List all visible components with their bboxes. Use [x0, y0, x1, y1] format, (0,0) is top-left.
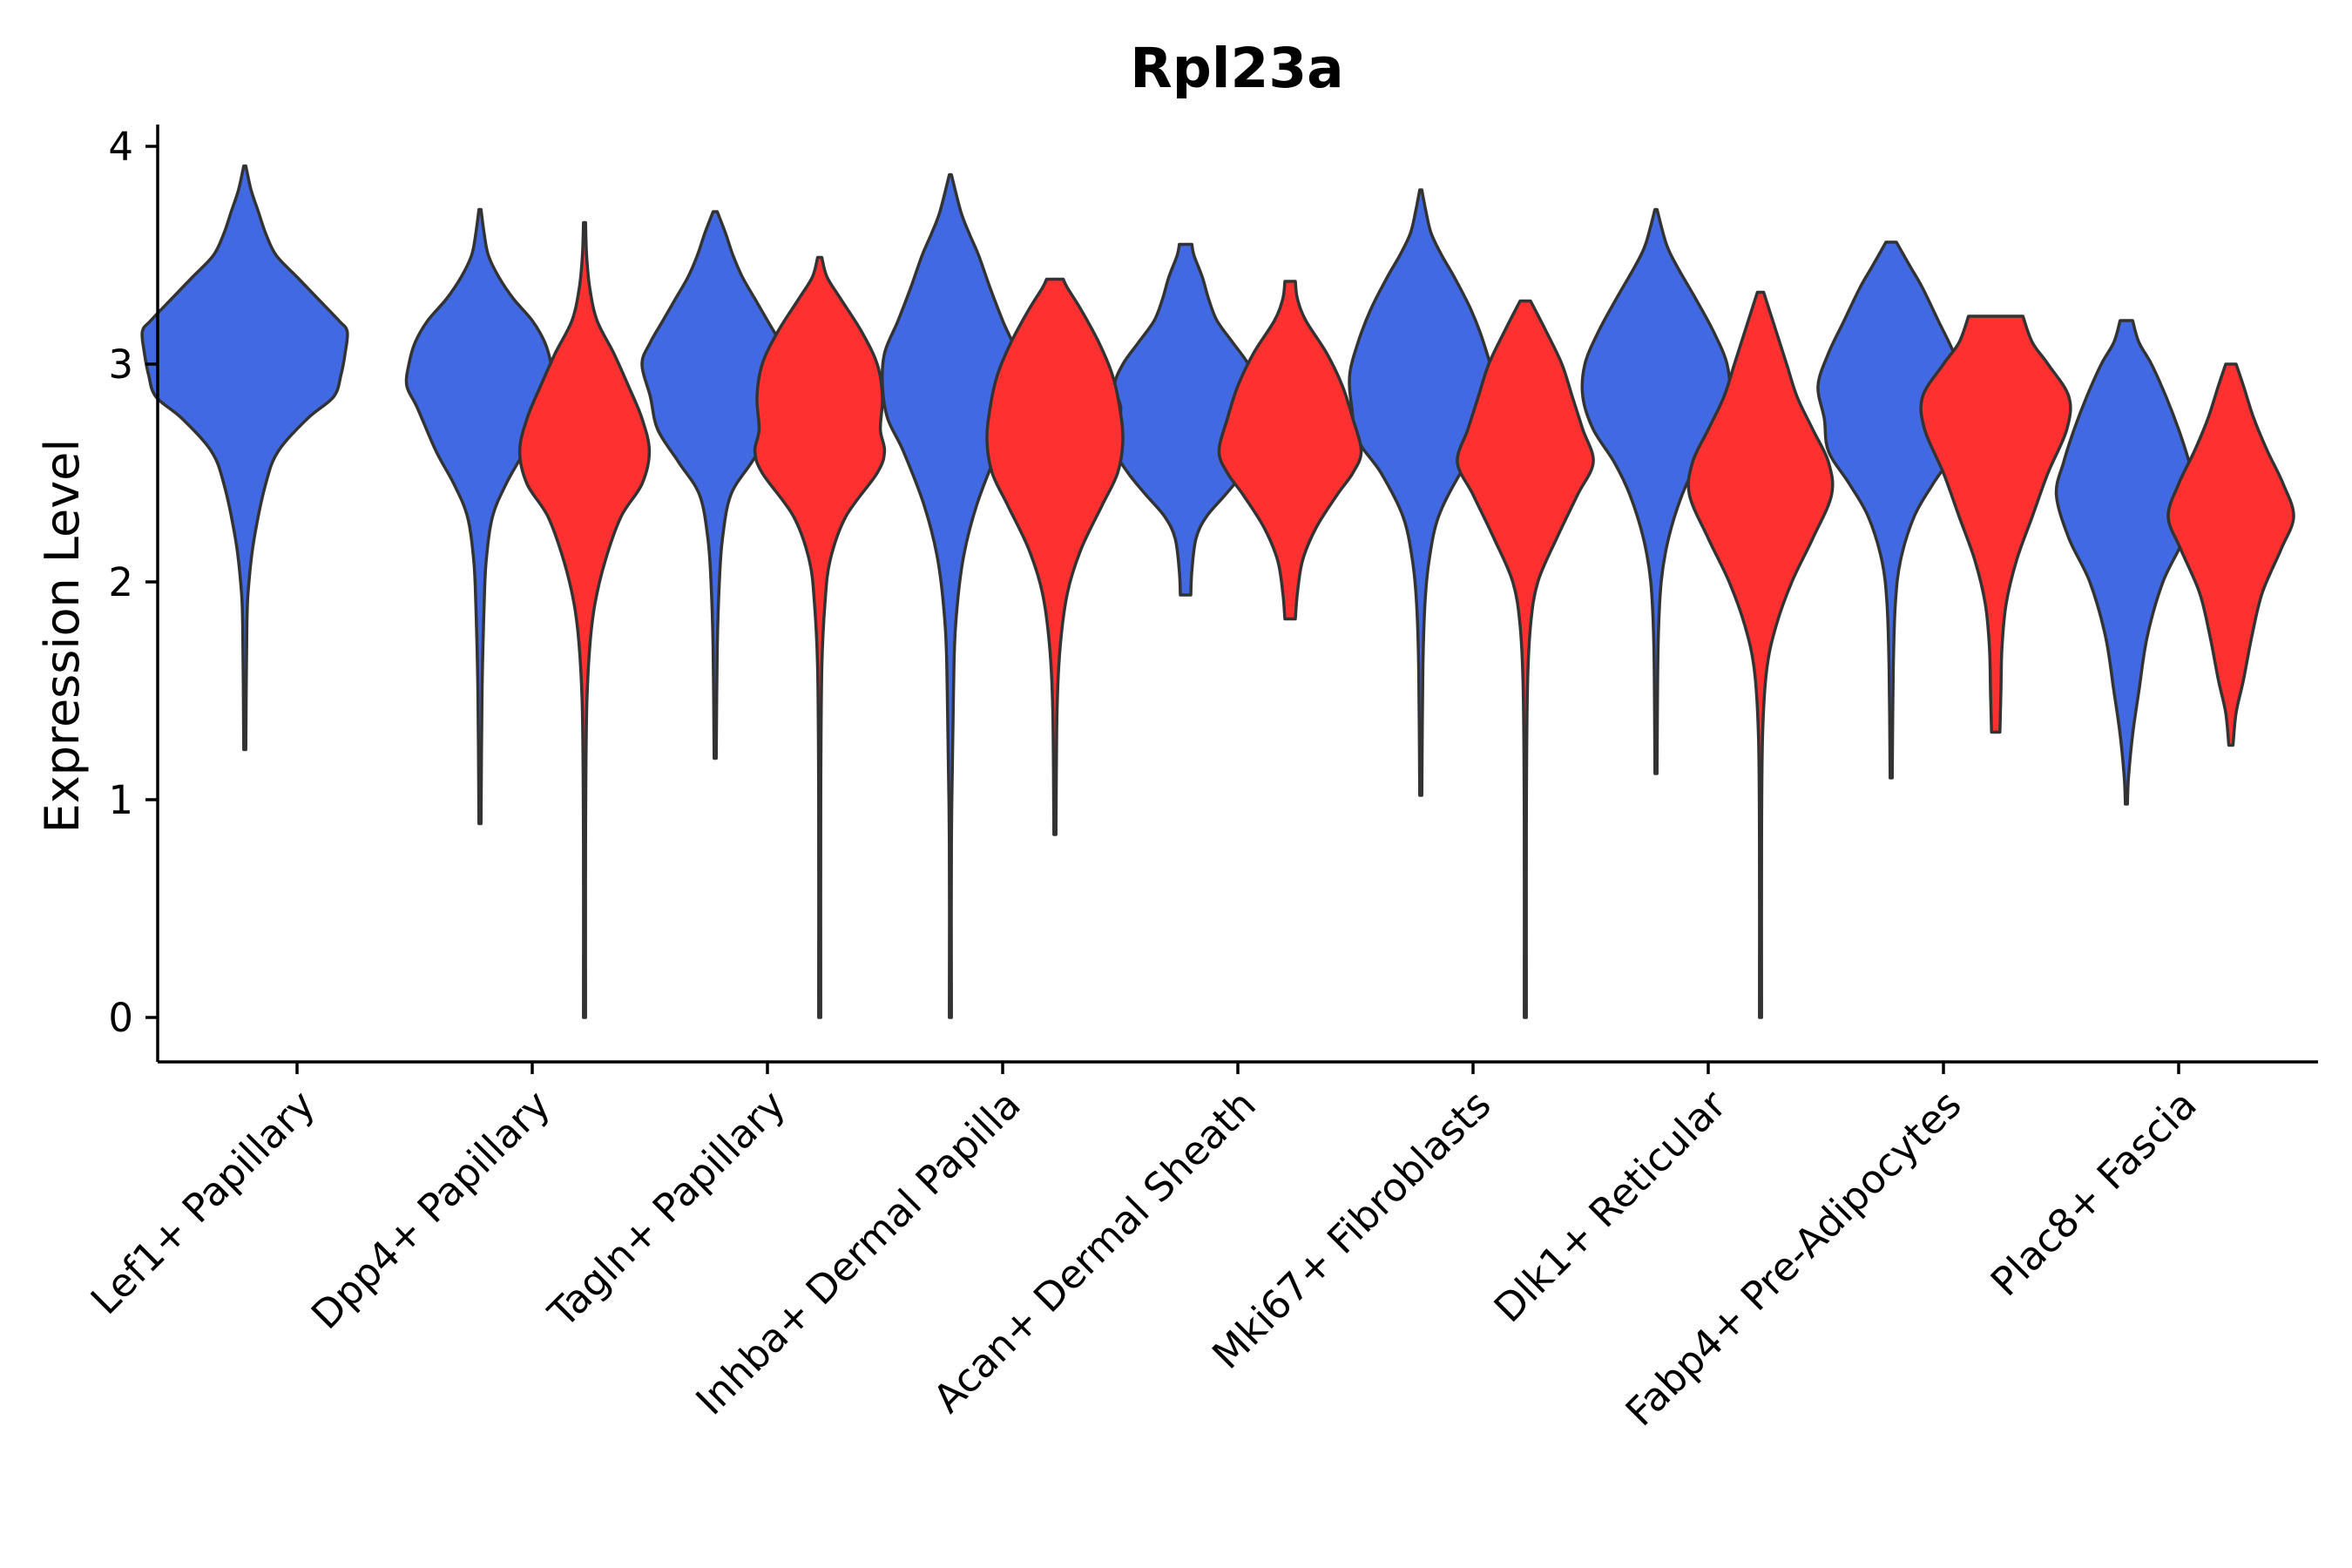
y-tick-label: 3: [108, 341, 133, 388]
violin-red-dpp4-papillary: [517, 220, 652, 1019]
chart-title: Rpl23a: [1130, 37, 1343, 100]
y-axis-label: Expression Level: [35, 439, 90, 834]
violin-red-dlk1-reticular: [1686, 290, 1835, 1019]
x-tick-label: Dlk1+ Reticular: [1485, 1081, 1735, 1331]
violin-red-inhba-dermal-papilla: [985, 277, 1125, 836]
violin-red-fabp4-pre-adipocytes: [1919, 314, 2072, 734]
x-tick-label: Dpp4+ Papillary: [302, 1081, 559, 1338]
violin-red-tagln-papillary: [753, 255, 887, 1019]
violin-blue-mki67-fibroblasts: [1348, 188, 1494, 797]
y-tick-label: 4: [108, 124, 133, 170]
x-tick-label: Plac8+ Fascia: [1982, 1081, 2206, 1305]
y-tick-label: 0: [108, 995, 133, 1041]
violin-red-mki67-fibroblasts: [1456, 299, 1595, 1019]
y-tick-label: 2: [108, 559, 133, 605]
violin-red-plac8-fascia: [2166, 362, 2295, 747]
x-tick-label: Lef1+ Papillary: [82, 1081, 324, 1323]
violin-blue-inhba-dermal-papilla: [880, 172, 1021, 1019]
y-tick-label: 1: [108, 777, 133, 823]
violin-layer: [140, 164, 2295, 1019]
violin-blue-plac8-fascia: [2054, 319, 2199, 806]
violin-blue-tagln-papillary: [640, 210, 790, 760]
y-axis-ticks: 0 1 2 3 4: [108, 124, 158, 1041]
violin-red-acan-dermal-sheath: [1217, 280, 1363, 621]
violin-blue-fabp4-pre-adipocytes: [1816, 240, 1966, 780]
violin-blue-lef1-papillary: [140, 164, 349, 752]
violin-blue-dlk1-reticular: [1580, 207, 1732, 775]
x-tick-label: Tagln+ Papillary: [539, 1081, 794, 1336]
violin-blue-dpp4-papillary: [404, 207, 556, 826]
